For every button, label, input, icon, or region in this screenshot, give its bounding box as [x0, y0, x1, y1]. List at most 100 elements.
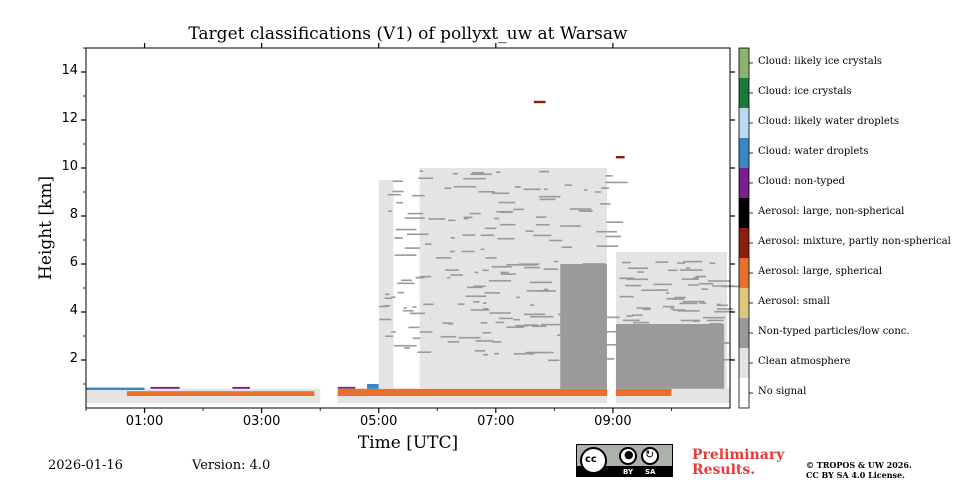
texture-streak — [412, 337, 421, 340]
texture-streak — [523, 188, 541, 191]
texture-streak — [558, 313, 564, 316]
texture-streak — [407, 212, 424, 215]
cc-license-badge: cc ● ↻ BY SA — [576, 444, 673, 477]
texture-streak — [600, 203, 611, 205]
texture-streak — [500, 223, 516, 226]
texture-streak — [693, 276, 699, 279]
texture-streak — [652, 350, 665, 352]
cc-icon — [580, 447, 607, 474]
texture-streak — [598, 335, 603, 338]
legend-label: Aerosol: small — [758, 296, 830, 307]
texture-streak — [618, 351, 626, 354]
texture-streak — [491, 265, 513, 268]
texture-streak — [470, 309, 490, 311]
texture-streak — [419, 331, 433, 333]
x-tick-label: 05:00 — [359, 414, 398, 429]
texture-streak — [495, 321, 504, 324]
texture-streak — [482, 269, 489, 272]
texture-streak — [573, 286, 586, 289]
texture-streak — [625, 329, 634, 332]
texture-streak — [404, 217, 425, 219]
license-text: © TROPOS & UW 2026. CC BY SA 4.0 License… — [806, 460, 912, 480]
texture-streak — [484, 227, 497, 230]
cc-badge-bar — [577, 466, 672, 476]
texture-streak — [462, 234, 476, 236]
preliminary-line-2: Results. — [692, 462, 756, 478]
class-region — [337, 388, 672, 396]
texture-streak — [661, 341, 681, 344]
texture-streak — [576, 320, 588, 323]
legend-swatch — [739, 318, 749, 348]
circular-arrow-icon: ↻ — [645, 448, 655, 461]
attribution-icon — [619, 447, 637, 465]
texture-streak — [396, 201, 403, 204]
texture-streak — [693, 320, 699, 323]
texture-streak — [419, 170, 424, 173]
texture-streak — [483, 307, 489, 310]
texture-streak — [681, 340, 702, 343]
footer-version: Version: 4.0 — [192, 458, 271, 473]
texture-streak — [497, 237, 515, 240]
texture-streak — [655, 261, 669, 263]
legend-swatch — [739, 348, 749, 378]
texture-streak — [539, 198, 556, 201]
texture-streak — [596, 230, 617, 233]
y-tick-label: 14 — [61, 63, 78, 78]
texture-streak — [404, 247, 420, 249]
texture-streak — [529, 281, 553, 284]
legend-label: Clean atmosphere — [758, 356, 851, 367]
texture-streak — [474, 271, 479, 274]
texture-streak — [678, 355, 686, 357]
texture-streak — [564, 184, 573, 186]
texture-streak — [549, 239, 563, 242]
texture-streak — [395, 228, 417, 231]
texture-streak — [688, 284, 699, 286]
texture-streak — [707, 344, 723, 347]
texture-streak — [392, 190, 404, 193]
x-axis-label: Time [UTC] — [357, 433, 459, 453]
legend-swatch — [739, 168, 749, 198]
texture-streak — [568, 293, 588, 296]
texture-streak — [448, 219, 456, 222]
legend-swatch — [739, 378, 749, 408]
texture-streak — [450, 274, 463, 276]
texture-streak — [498, 201, 516, 204]
texture-streak — [708, 342, 730, 344]
texture-streak — [575, 350, 580, 353]
class-region — [615, 156, 625, 159]
texture-streak — [391, 296, 396, 298]
texture-streak — [496, 171, 501, 174]
texture-streak — [717, 308, 734, 310]
texture-streak — [709, 323, 723, 325]
texture-streak — [498, 317, 513, 320]
footer-date: 2026-01-16 — [48, 458, 123, 473]
x-tick-label: 07:00 — [477, 414, 515, 429]
texture-streak — [483, 353, 489, 356]
texture-streak — [482, 331, 492, 334]
texture-streak — [403, 307, 407, 309]
texture-streak — [515, 296, 520, 299]
texture-streak — [642, 308, 651, 311]
legend-swatch — [739, 78, 749, 108]
texture-streak — [494, 352, 499, 355]
legend-swatch — [739, 48, 749, 78]
texture-streak — [681, 278, 699, 280]
texture-streak — [695, 275, 706, 278]
texture-streak — [567, 342, 584, 344]
texture-streak — [525, 230, 534, 232]
texture-streak — [473, 285, 486, 288]
y-tick-label: 10 — [61, 159, 78, 174]
texture-streak — [677, 353, 695, 355]
legend-frame — [738, 47, 750, 409]
texture-streak — [514, 264, 538, 266]
texture-streak — [662, 329, 679, 331]
y-tick-label: 2 — [69, 351, 78, 366]
texture-streak — [631, 314, 643, 317]
texture-streak — [384, 297, 393, 300]
y-tick-label: 12 — [61, 111, 78, 126]
texture-streak — [428, 218, 446, 220]
texture-streak — [709, 262, 716, 265]
texture-streak — [578, 210, 593, 212]
texture-streak — [698, 347, 703, 349]
